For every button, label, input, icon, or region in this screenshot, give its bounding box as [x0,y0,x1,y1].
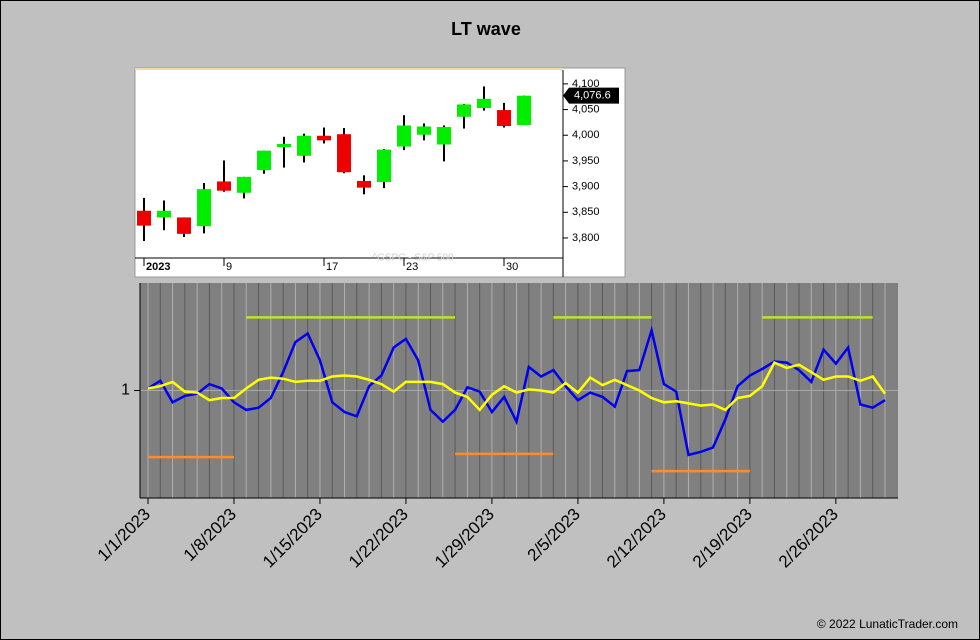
candle-body [417,126,431,135]
candle-body [137,210,151,226]
candle-body [197,189,211,227]
x-tick-label: 23 [406,261,418,273]
y-tick-label: 3,900 [572,181,600,193]
candle-body [217,181,231,191]
candle-body [397,125,411,147]
y-tick-label: 1 [121,382,130,399]
candle-body [277,143,291,148]
y-tick-label: 3,800 [572,232,600,244]
y-tick-label: 4,000 [572,129,600,141]
candle-body [357,180,371,188]
watermark: ^GSPC - S&P 500 [372,253,454,264]
candle-body [297,135,311,156]
candle-body [257,150,271,171]
wave-line [147,325,886,457]
candle-body [477,98,491,109]
price-tag: 4,076.6 [574,90,611,102]
y-tick-label: 3,950 [572,155,600,167]
x-tick-label: 30 [506,261,518,273]
price-tag-box [563,87,619,104]
wave-line [147,360,887,412]
y-tick-label: 4,100 [572,78,600,90]
candle-body [457,104,471,117]
title: LT wave [451,19,521,39]
candle-body [157,210,171,218]
x-tick-label: 17 [326,261,338,273]
candle-body [237,176,251,193]
y-tick-label: 4,050 [572,103,600,115]
y-tick-label: 3,850 [572,206,600,218]
x-tick-label: 2023 [146,261,170,273]
candle-body [517,95,531,125]
candle-body [177,217,191,234]
copyright: © 2022 LunaticTrader.com [817,617,958,631]
candle-body [317,135,331,141]
candle-body [337,134,351,173]
x-tick-label: 9 [226,261,232,273]
candle-body [377,149,391,182]
candle-body [437,127,451,145]
candle-body [497,110,511,126]
